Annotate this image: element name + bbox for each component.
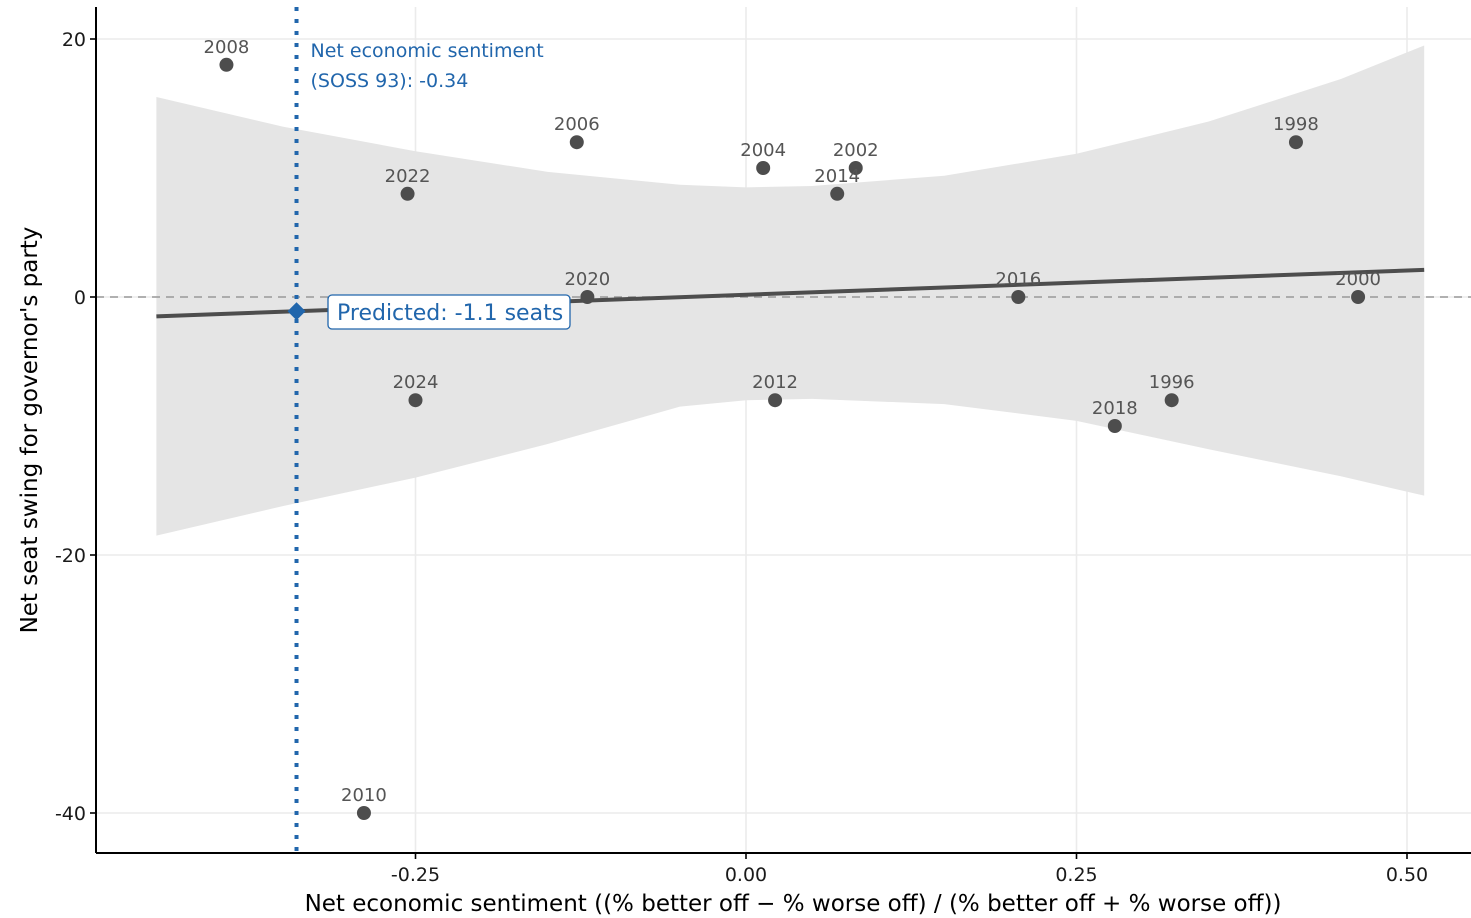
data-point [400,186,415,201]
data-point [580,290,595,304]
confidence-band [156,45,1425,536]
annotations: Net economic sentiment (SOSS 93): -0.34 … [287,40,571,330]
data-point [569,135,584,150]
y-tick-label: 20 [62,29,86,51]
data-point [1164,393,1179,408]
x-tick-label: 0.00 [725,864,767,886]
x-tick-label: 0.50 [1386,864,1428,886]
data-points: 2008 2006 2022 2004 2002 2014 1998 2020 2016 2000… [204,37,1381,820]
y-tick-label: -20 [55,545,86,567]
data-point-label: 2014 [814,166,860,187]
data-point [408,393,423,408]
data-point [848,161,863,175]
data-point-label: 2018 [1092,398,1138,419]
data-point [830,186,845,201]
x-tick-label: 0.25 [1055,864,1097,886]
y-axis-title: Net seat swing for governor's party [17,227,43,634]
y-tick-label: -40 [55,803,86,825]
prediction-label-box [327,294,571,330]
tick-labels: -0.25 0.00 0.25 0.50 -40 -20 0 20 [55,29,1428,886]
data-point-label: 2012 [752,372,798,393]
data-point [1288,135,1303,150]
data-point [219,57,234,72]
data-point-label: 2010 [341,785,387,806]
reference-label-line2: (SOSS 93): -0.34 [311,70,469,92]
data-point-label: 2022 [385,166,431,187]
data-point-label: 2002 [833,140,879,161]
data-point-label: 2000 [1335,269,1381,290]
data-point [756,161,771,175]
data-point [356,806,371,820]
data-point-label: 2006 [554,114,600,135]
data-point-label: 2020 [564,269,610,290]
data-point-label: 1998 [1273,114,1319,135]
data-point [1351,290,1366,304]
prediction-diamond-marker [287,302,306,321]
data-point [768,393,783,408]
axes [95,7,1471,854]
y-tick-label: 0 [74,287,86,309]
prediction-label: Predicted: -1.1 seats [337,301,563,326]
data-point-label: 2024 [393,372,439,393]
reference-label-line1: Net economic sentiment [311,40,544,62]
data-point-label: 1996 [1149,372,1195,393]
x-tick-label: -0.25 [391,864,440,886]
data-point-label: 2004 [740,140,786,161]
data-point-label: 2008 [204,37,250,58]
data-point [1011,290,1026,304]
data-point [1107,419,1122,433]
data-point-label: 2016 [995,269,1041,290]
x-axis-title: Net economic sentiment ((% better off − … [305,891,1282,917]
